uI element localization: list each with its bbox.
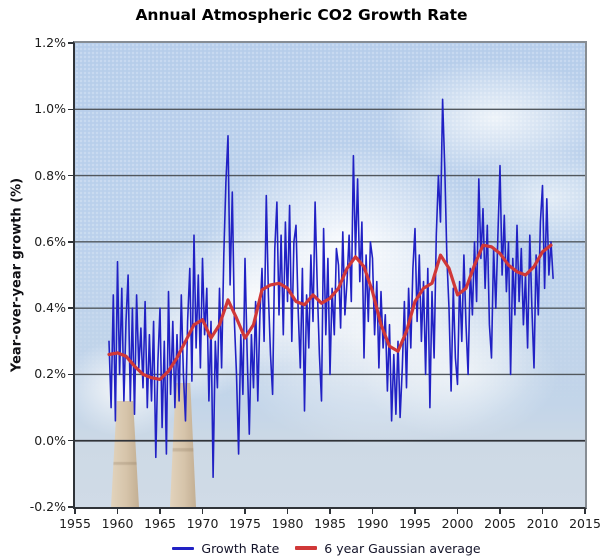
y-tick-label: 0.8% xyxy=(34,167,66,183)
x-tick-label: 1960 xyxy=(101,516,134,531)
y-tick-label: 0.6% xyxy=(34,233,66,249)
y-tick-mark xyxy=(68,506,73,508)
legend-label-gaussian-average: 6 year Gaussian average xyxy=(324,540,481,556)
y-tick-mark xyxy=(68,42,73,44)
x-tick-mark xyxy=(499,509,501,514)
y-tick-label: 0.4% xyxy=(34,300,66,316)
x-tick-label: 1985 xyxy=(314,516,346,531)
y-tick-label: 0.0% xyxy=(34,432,66,448)
plot-area xyxy=(73,41,587,509)
x-tick-label: 1955 xyxy=(59,516,91,531)
y-tick-label: 0.2% xyxy=(34,366,66,382)
chart-title: Annual Atmospheric CO2 Growth Rate xyxy=(135,6,468,24)
sky-clouds-smoke-background xyxy=(75,43,585,507)
halftone-dot-texture xyxy=(75,43,585,507)
x-tick-mark xyxy=(159,509,161,514)
y-tick-mark xyxy=(68,307,73,309)
series-line-growth-rate xyxy=(108,98,554,479)
y-tick-mark xyxy=(68,174,73,177)
x-tick-mark xyxy=(74,509,76,514)
x-tick-label: 2000 xyxy=(441,516,474,531)
y-tick-mark xyxy=(68,439,73,442)
y-tick-label: -0.2% xyxy=(29,499,66,514)
legend: Growth Rate 6 year Gaussian average xyxy=(25,539,603,557)
x-tick-mark xyxy=(414,509,416,514)
x-tick-mark xyxy=(244,509,246,514)
x-tick-label: 1965 xyxy=(144,516,176,531)
x-tick-mark xyxy=(584,509,586,514)
y-tick-label: 1.2% xyxy=(34,35,66,50)
x-tick-label: 1970 xyxy=(186,516,219,531)
x-tick-label: 1980 xyxy=(271,516,304,531)
x-tick-label: 1990 xyxy=(356,516,389,531)
y-tick-label: 1.0% xyxy=(34,101,66,117)
y-tick-mark xyxy=(68,373,73,376)
x-tick-label: 2015 xyxy=(569,516,601,531)
x-tick-mark xyxy=(456,509,459,514)
x-tick-label: 2010 xyxy=(526,516,559,531)
x-tick-label: 2005 xyxy=(484,516,516,531)
x-tick-mark xyxy=(329,509,331,514)
legend-line-sample-growth-rate xyxy=(172,546,195,550)
x-tick-mark xyxy=(541,509,544,514)
series-line-gaussian-average xyxy=(107,243,553,381)
y-tick-mark xyxy=(68,241,73,243)
x-tick-mark xyxy=(201,509,204,514)
y-axis-title: Year-over-year growth (%) xyxy=(9,177,25,373)
legend-line-sample-gaussian-average xyxy=(295,546,318,550)
chart-canvas xyxy=(75,98,585,479)
x-tick-mark xyxy=(116,509,119,514)
x-tick-mark xyxy=(286,509,289,514)
y-tick-mark xyxy=(68,108,73,111)
x-tick-label: 1995 xyxy=(399,516,431,531)
x-tick-label: 1975 xyxy=(229,516,261,531)
legend-label-growth-rate: Growth Rate xyxy=(201,540,280,556)
x-tick-mark xyxy=(371,509,374,514)
